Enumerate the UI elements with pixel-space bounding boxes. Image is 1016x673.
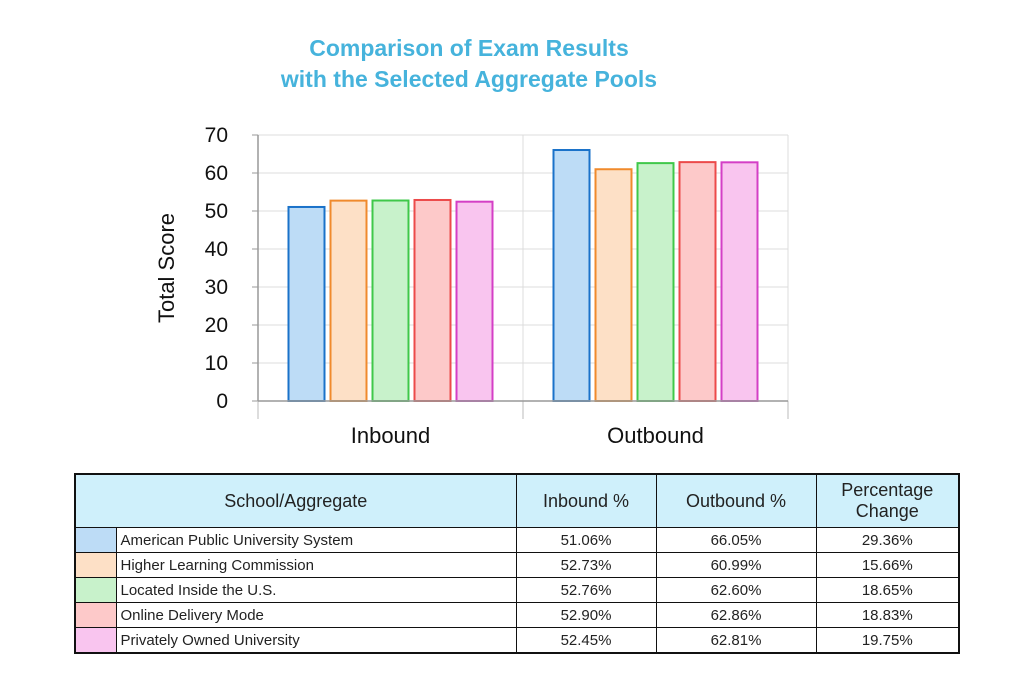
header-inbound: Inbound % [515,473,657,528]
header-school-aggregate: School/Aggregate [74,473,517,528]
outbound-cell: 66.05% [655,527,817,553]
bar [413,198,452,402]
school-name-cell: Privately Owned University [115,627,517,654]
bar [371,199,410,402]
y-tick-label: 10 [205,352,228,375]
y-tick-label: 20 [205,314,228,337]
color-swatch [74,627,117,654]
inbound-cell: 52.76% [515,577,657,603]
bars [287,149,759,402]
outbound-cell: 62.81% [655,627,817,654]
change-cell: 18.83% [815,602,960,628]
school-name-cell: Higher Learning Commission [115,552,517,578]
header-change-line-2: Change [855,501,919,521]
color-swatch [74,527,117,553]
bar [678,161,717,402]
header-percentage-change: Percentage Change [815,473,960,528]
y-tick-label: 50 [205,200,228,223]
y-tick-label: 70 [205,124,228,147]
bar [287,205,326,402]
bar [329,199,368,402]
bar [455,200,494,402]
outbound-cell: 62.86% [655,602,817,628]
x-category-labels: Inbound Outbound [351,423,704,448]
y-tick-label: 0 [216,390,228,413]
header-outbound: Outbound % [655,473,817,528]
y-tick-label: 60 [205,162,228,185]
bar [720,161,759,402]
outbound-cell: 60.99% [655,552,817,578]
change-cell: 29.36% [815,527,960,553]
chart-title-line-2: with the Selected Aggregate Pools [280,66,657,92]
school-name-cell: Located Inside the U.S. [115,577,517,603]
bar-chart: Comparison of Exam Results with the Sele… [154,35,789,448]
y-tick-label: 30 [205,276,228,299]
change-cell: 15.66% [815,552,960,578]
color-swatch [74,552,117,578]
results-table: School/Aggregate Inbound % Outbound % Pe… [74,473,961,654]
change-cell: 19.75% [815,627,960,654]
school-name-cell: Online Delivery Mode [115,602,517,628]
outbound-cell: 62.60% [655,577,817,603]
table-header-row: School/Aggregate Inbound % Outbound % Pe… [74,473,960,528]
x-category-label: Inbound [351,423,431,448]
y-tick-labels: 0 10 20 30 40 50 60 70 [205,124,228,413]
school-name-cell: American Public University System [115,527,517,553]
table-row: Online Delivery Mode 52.90% 62.86% 18.83% [74,602,960,628]
bar [552,149,591,402]
table-row: American Public University System 51.06% 6… [74,527,960,553]
axes [252,134,789,419]
chart-title-line-1: Comparison of Exam Results [309,35,629,61]
color-swatch [74,602,117,628]
table-row: Privately Owned University 52.45% 62.81% 19… [74,627,960,654]
y-tick-label: 40 [205,238,228,261]
header-change-line-1: Percentage [841,480,934,500]
table-row: Higher Learning Commission 52.73% 60.99% 15… [74,552,960,578]
color-swatch [74,577,117,603]
inbound-cell: 52.90% [515,602,657,628]
table-row: Located Inside the U.S. 52.76% 62.60% 18.65… [74,577,960,603]
inbound-cell: 51.06% [515,527,657,553]
inbound-cell: 52.73% [515,552,657,578]
bar [636,162,675,402]
change-cell: 18.65% [815,577,960,603]
x-category-label: Outbound [607,423,704,448]
bar [594,168,633,402]
y-axis-title: Total Score [154,213,179,323]
inbound-cell: 52.45% [515,627,657,654]
